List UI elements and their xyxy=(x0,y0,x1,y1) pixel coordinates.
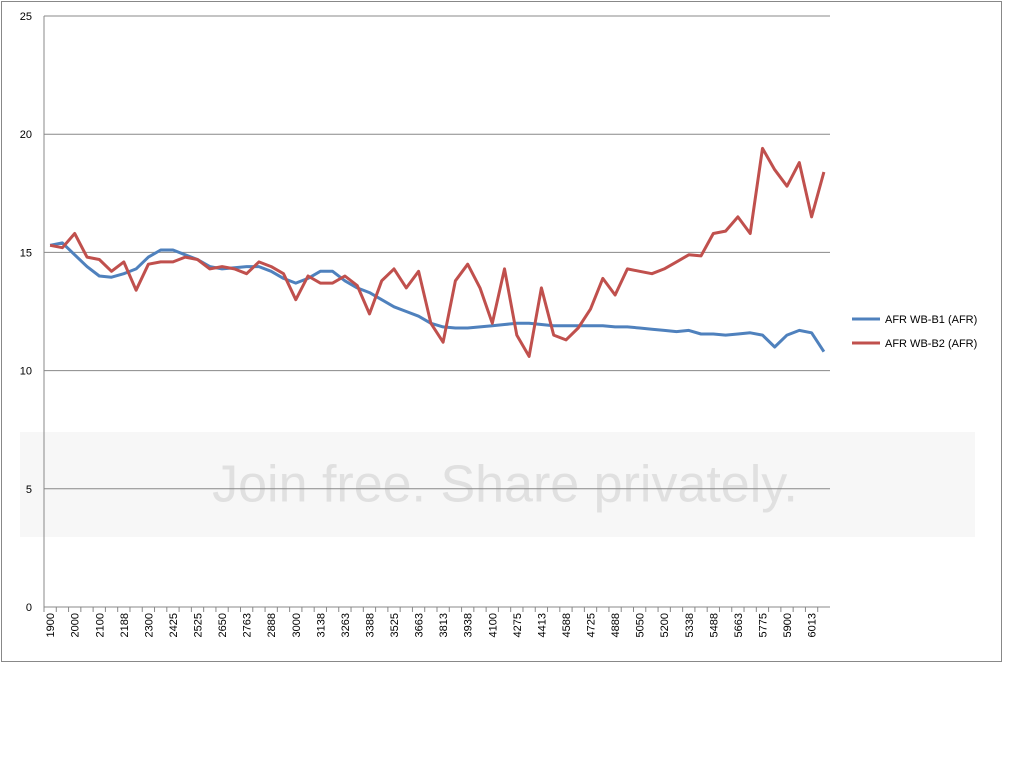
watermark-text: Join free. Share privately. xyxy=(212,456,798,514)
y-tick-label: 25 xyxy=(20,11,32,23)
y-tick-label: 10 xyxy=(20,366,32,378)
x-tick-label: 3813 xyxy=(438,613,450,637)
x-tick-label: 4888 xyxy=(610,613,622,637)
x-tick-label: 5488 xyxy=(708,613,720,637)
x-tick-label: 2763 xyxy=(242,613,254,637)
x-tick-label: 4725 xyxy=(586,613,598,637)
x-tick-label: 4413 xyxy=(536,613,548,637)
x-tick-label: 5200 xyxy=(659,613,671,637)
x-tick-label: 2100 xyxy=(94,613,106,637)
x-tick-label: 1900 xyxy=(45,613,57,637)
x-tick-label: 2650 xyxy=(217,613,229,637)
y-tick-label: 5 xyxy=(26,484,32,496)
x-tick-label: 2000 xyxy=(70,613,82,637)
watermark-band xyxy=(20,432,975,537)
x-tick-label: 5338 xyxy=(684,613,696,637)
x-tick-label: 6013 xyxy=(807,613,819,637)
x-tick-label: 3663 xyxy=(414,613,426,637)
legend-label: AFR WB-B1 (AFR) xyxy=(885,314,977,326)
y-tick-label: 0 xyxy=(26,602,32,614)
y-tick-label: 20 xyxy=(20,129,32,141)
x-tick-label: 3525 xyxy=(389,613,401,637)
data-line xyxy=(49,146,826,358)
x-tick-label: 5663 xyxy=(733,613,745,637)
x-tick-label: 3138 xyxy=(315,613,327,637)
y-tick-label: 15 xyxy=(20,247,32,259)
x-tick-label: 2425 xyxy=(168,613,180,637)
data-line xyxy=(49,241,826,353)
x-tick-label: 3000 xyxy=(291,613,303,637)
x-tick-label: 2188 xyxy=(119,613,131,637)
x-tick-label: 4100 xyxy=(487,613,499,637)
x-tick-label: 2525 xyxy=(193,613,205,637)
legend-label: AFR WB-B2 (AFR) xyxy=(885,338,977,350)
x-tick-label: 3263 xyxy=(340,613,352,637)
x-tick-label: 5050 xyxy=(635,613,647,637)
x-tick-label: 3938 xyxy=(463,613,475,637)
x-tick-label: 4275 xyxy=(512,613,524,637)
x-tick-label: 5900 xyxy=(782,613,794,637)
chart-border xyxy=(1,1,1002,662)
x-tick-label: 2300 xyxy=(143,613,155,637)
x-tick-label: 4588 xyxy=(561,613,573,637)
x-tick-label: 5775 xyxy=(757,613,769,637)
x-tick-label: 3388 xyxy=(364,613,376,637)
x-tick-label: 2888 xyxy=(266,613,278,637)
